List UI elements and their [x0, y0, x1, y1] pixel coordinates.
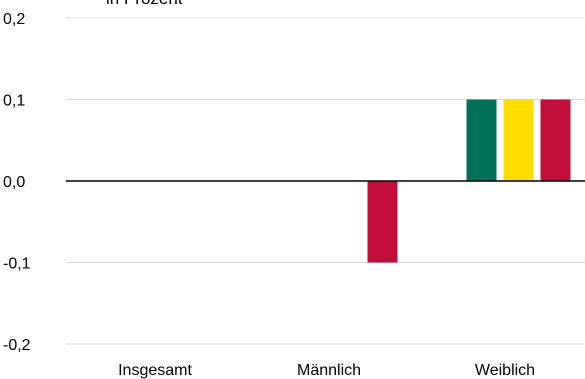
bar: [466, 99, 497, 181]
x-axis-categories: Insgesamt Männlich Weiblich: [118, 362, 535, 379]
bars: [367, 99, 571, 263]
bar: [503, 99, 534, 181]
chart-title: in Prozent: [106, 0, 183, 8]
bar: [367, 181, 398, 263]
y-tick-label: 0,2: [3, 11, 25, 28]
y-tick-label: -0,1: [3, 256, 31, 273]
x-category-label: Weiblich: [475, 362, 535, 379]
gridlines: [66, 17, 585, 345]
y-tick-label: -0,2: [3, 337, 31, 354]
bar: [540, 99, 571, 181]
y-tick-label: 0,0: [3, 174, 25, 191]
x-category-label: Männlich: [297, 362, 361, 379]
y-axis-ticks: 0,2 0,1 0,0 -0,1 -0,2: [3, 11, 31, 354]
y-tick-label: 0,1: [3, 93, 25, 110]
x-category-label: Insgesamt: [118, 362, 192, 379]
